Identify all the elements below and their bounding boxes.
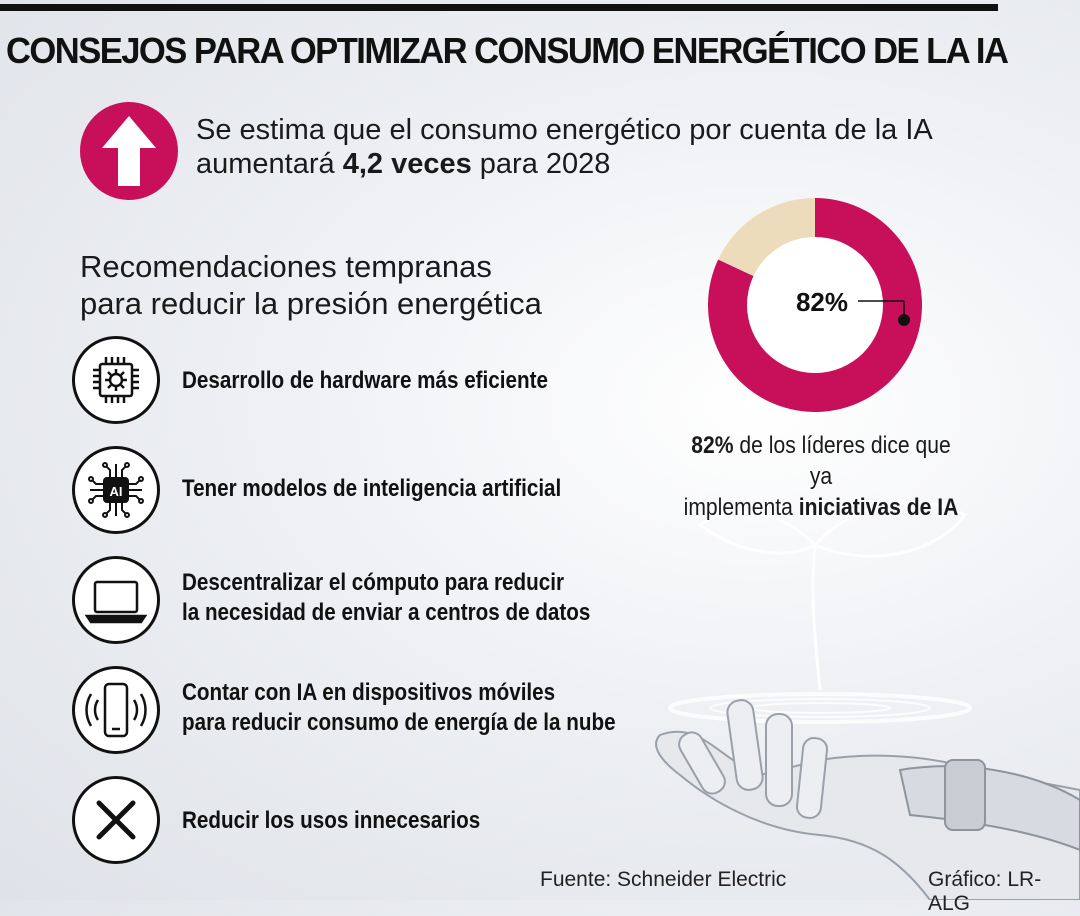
donut-svg [708, 198, 922, 412]
tip-3-line-1: Descentralizar el cómputo para reducir [182, 569, 564, 596]
chip-gear-icon [72, 336, 160, 424]
subhead-line-1: Recomendaciones tempranas [80, 249, 492, 284]
phone-signal-icon [72, 666, 160, 754]
laptop-icon [72, 556, 160, 644]
caption-text-1: de los líderes dice que ya [733, 432, 951, 490]
donut-center-label: 82% [795, 287, 849, 317]
top-rule [0, 4, 998, 11]
caption-text-2: implementa [683, 494, 799, 521]
robot-hand-illustration [655, 699, 1080, 900]
tip-2-line-1: Tener modelos de inteligencia artificial [182, 475, 562, 502]
subhead-line-2: para reducir la presión energética [80, 286, 542, 321]
x-mark-icon [72, 776, 160, 864]
caption-bold-2: iniciativas de IA [798, 494, 959, 521]
source-text: Fuente: Schneider Electric [540, 868, 787, 891]
tip-4-line-2: para reducir consumo de energía de la nu… [182, 709, 616, 736]
donut-chart [708, 198, 922, 412]
lead-before: Se estima que el consumo energético por … [196, 114, 932, 180]
leader-dot [898, 314, 910, 326]
caption-value: 82% [691, 432, 734, 459]
subhead: Recomendaciones tempranas para reducir l… [80, 248, 542, 322]
glow-rings [668, 692, 972, 724]
tip-4-line-1: Contar con IA en dispositivos móviles [182, 679, 556, 706]
tip-3-line-2: la necesidad de enviar a centros de dato… [182, 599, 591, 626]
tip-1-text: Desarrollo de hardware más eficiente [182, 366, 548, 396]
credit-text: Gráfico: LR-ALG [928, 868, 1042, 915]
lead-after: para 2028 [471, 148, 611, 180]
lead-text: Se estima que el consumo energético por … [196, 113, 936, 181]
tip-4-text: Contar con IA en dispositivos móviles pa… [182, 678, 616, 738]
tip-2-text: Tener modelos de inteligencia artificial [182, 474, 561, 504]
tip-1-line-1: Desarrollo de hardware más eficiente [182, 367, 548, 394]
tip-5-text: Reducir los usos innecesarios [182, 806, 480, 836]
lead-highlight: 4,2 veces [342, 148, 472, 180]
sprout-illustration [697, 501, 968, 691]
donut-hole [747, 237, 883, 373]
svg-text:AI: AI [110, 484, 123, 499]
page-title: CONSEJOS PARA OPTIMIZAR CONSUMO ENERGÉTI… [6, 30, 1009, 71]
ai-chip-icon: AI [72, 446, 160, 534]
tip-3-text: Descentralizar el cómputo para reducir l… [182, 568, 590, 628]
up-arrow-icon [80, 102, 178, 200]
chart-caption: 82% de los líderes dice que ya implement… [681, 430, 961, 523]
tip-5-line-1: Reducir los usos innecesarios [182, 807, 481, 834]
